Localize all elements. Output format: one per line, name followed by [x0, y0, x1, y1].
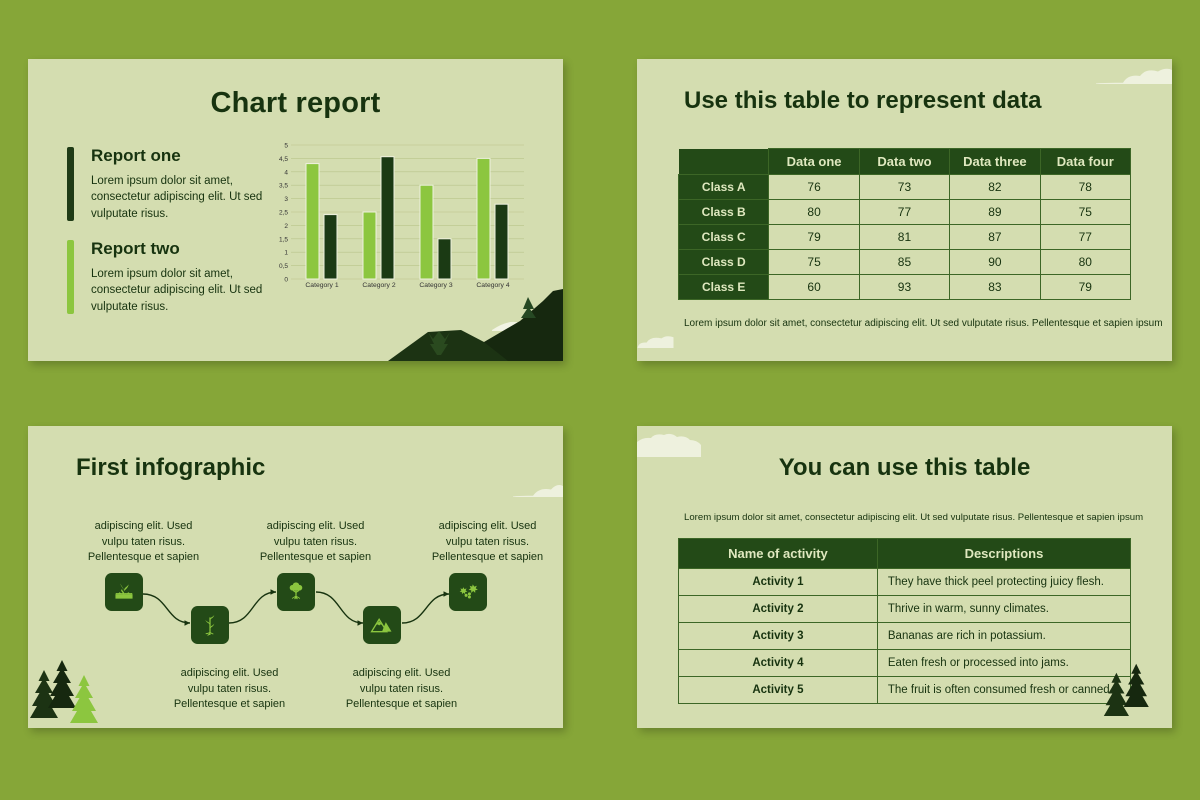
svg-text:1: 1 — [284, 250, 288, 257]
svg-text:3,5: 3,5 — [279, 183, 288, 190]
svg-text:Category 4: Category 4 — [476, 282, 509, 289]
svg-text:4,5: 4,5 — [279, 156, 288, 163]
svg-text:Category 3: Category 3 — [419, 282, 452, 289]
svg-text:Category 2: Category 2 — [362, 282, 395, 289]
svg-text:5: 5 — [284, 143, 288, 150]
svg-text:1,5: 1,5 — [279, 236, 288, 243]
svg-text:2: 2 — [284, 223, 288, 230]
svg-text:4: 4 — [284, 169, 288, 176]
svg-text:3: 3 — [284, 196, 288, 203]
svg-text:0: 0 — [284, 277, 288, 284]
svg-text:0,5: 0,5 — [279, 263, 288, 270]
svg-text:2,5: 2,5 — [279, 210, 288, 217]
svg-text:Category 1: Category 1 — [305, 282, 338, 289]
